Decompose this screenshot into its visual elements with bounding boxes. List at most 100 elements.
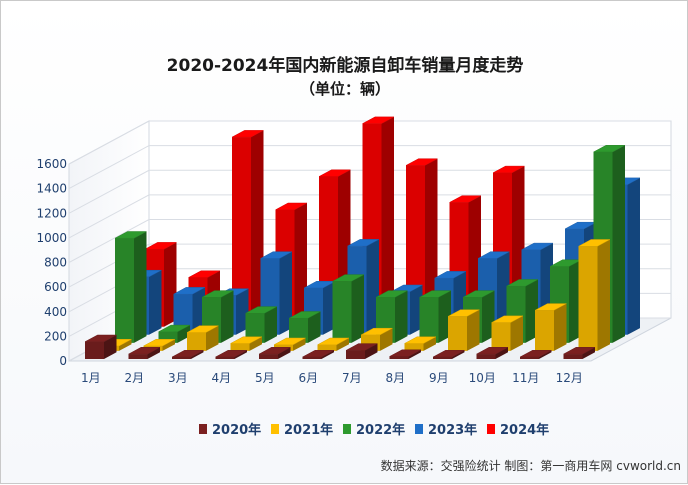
bar-side — [423, 336, 436, 351]
bar — [345, 343, 378, 359]
x-tick-label: 2月 — [124, 371, 144, 385]
legend-swatch — [343, 424, 351, 434]
bar-front — [433, 357, 452, 359]
bar — [563, 347, 596, 359]
y-tick-label: 0 — [59, 354, 67, 368]
bar — [419, 290, 452, 343]
bar-side — [627, 177, 640, 335]
bar-side — [149, 270, 162, 335]
chart-title: 2020-2024年国内新能源自卸车销量月度走势 — [167, 55, 524, 76]
bar-side — [249, 336, 262, 351]
bar-front — [232, 137, 251, 327]
gridline — [68, 120, 671, 165]
legend-label: 2024年 — [500, 422, 549, 438]
bar-side — [234, 350, 247, 359]
bar-side — [366, 239, 379, 335]
bar — [114, 231, 147, 343]
bar-front — [317, 344, 337, 351]
bar-side — [279, 251, 292, 335]
bar-side — [438, 290, 451, 343]
bar — [230, 336, 263, 351]
y-tick-label: 600 — [44, 280, 67, 294]
bar-side — [410, 285, 423, 335]
bar-side — [612, 145, 625, 343]
x-tick-label: 8月 — [385, 371, 405, 385]
bar — [534, 303, 567, 351]
bar-front — [491, 322, 511, 351]
bar-side — [452, 350, 465, 359]
bar-front — [535, 310, 554, 351]
bar-front — [520, 357, 539, 359]
x-tick-label: 5月 — [255, 371, 275, 385]
legend-swatch — [271, 424, 279, 434]
legend-item: 2020年 — [199, 422, 261, 438]
legend-item: 2024年 — [487, 422, 549, 438]
x-axis-categories: 1月 2月 3月 4月 5月 6月 7月 8月 9月 10月 11月 12月 — [81, 371, 583, 385]
bar-side — [162, 339, 175, 351]
bar-side — [408, 349, 421, 359]
bar — [491, 315, 524, 351]
y-tick-label: 1600 — [36, 157, 67, 171]
bar-side — [497, 251, 510, 335]
y-tick-label: 400 — [44, 305, 67, 319]
bar-side — [597, 239, 610, 351]
legend-label: 2023年 — [428, 422, 477, 438]
bar-side — [381, 116, 394, 327]
legend-item: 2022年 — [343, 422, 405, 438]
y-axis-ticks: 0 200 400 600 800 1000 1200 1400 1600 — [36, 157, 67, 368]
bar-side — [380, 328, 393, 351]
bar-side — [323, 281, 336, 335]
bar-front — [245, 313, 265, 343]
bar-side — [164, 242, 177, 327]
bar-side — [525, 279, 538, 343]
bar-front — [332, 281, 352, 343]
bar-front — [404, 343, 424, 351]
legend-swatch — [415, 424, 423, 434]
bar-front — [578, 246, 598, 351]
bar-side — [177, 325, 190, 343]
y-tick-label: 1400 — [36, 182, 67, 196]
bar-front — [302, 357, 322, 359]
bar-side — [467, 309, 480, 351]
bar-side — [221, 290, 234, 343]
bar — [302, 350, 335, 359]
y-tick-label: 200 — [44, 329, 67, 343]
bar — [288, 311, 321, 343]
bar — [231, 130, 264, 327]
bar-side — [147, 347, 160, 359]
bar-side — [554, 303, 567, 351]
bar-side — [264, 306, 277, 343]
bar — [215, 350, 248, 359]
bar-front — [476, 354, 496, 359]
bar-side — [321, 350, 334, 359]
bar-side — [425, 158, 438, 327]
gridline — [68, 169, 671, 214]
legend-label: 2021年 — [284, 422, 333, 438]
x-tick-label: 1月 — [81, 371, 101, 385]
bar-side — [569, 259, 582, 343]
bar-side — [539, 350, 552, 359]
legend-swatch — [199, 424, 207, 434]
bar-front — [448, 316, 467, 351]
bar-front — [85, 341, 104, 359]
bar-front — [128, 354, 148, 359]
bar-front — [389, 356, 409, 359]
bar-side — [294, 203, 307, 327]
bar — [128, 347, 161, 359]
bar — [389, 349, 422, 359]
bar — [317, 337, 350, 351]
x-tick-label: 7月 — [342, 371, 362, 385]
bar — [332, 274, 365, 343]
legend-swatch — [487, 424, 495, 434]
y-tick-label: 1000 — [36, 231, 67, 245]
bar-side — [351, 274, 364, 343]
legend-item: 2021年 — [271, 422, 333, 438]
bar-side — [119, 339, 132, 351]
legend-label: 2020年 — [212, 422, 261, 438]
bar — [404, 336, 437, 351]
bar — [186, 325, 219, 351]
bar-side — [308, 311, 321, 343]
legend: 2020年 2021年 2022年 2023年 2024年 — [199, 422, 549, 438]
